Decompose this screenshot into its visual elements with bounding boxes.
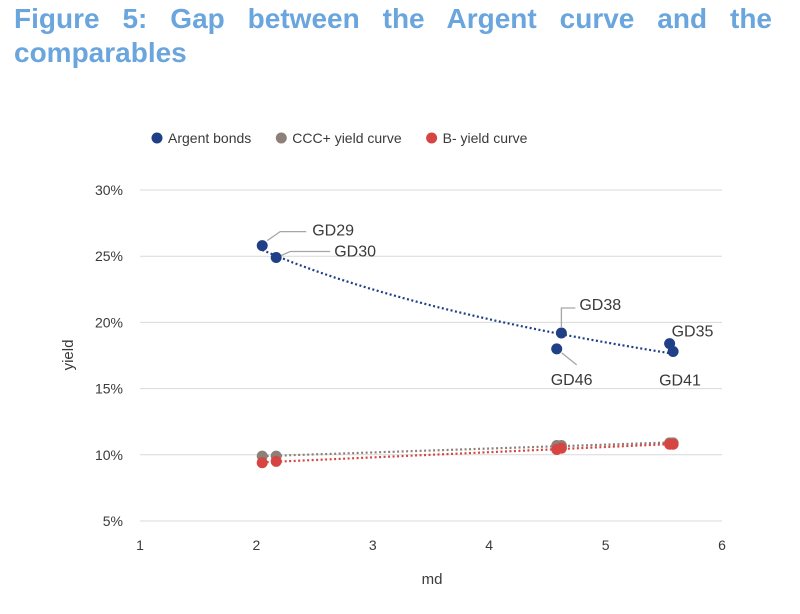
legend-marker-2 <box>426 132 438 144</box>
y-tick-label: 10% <box>95 447 123 463</box>
data-point-gd30 <box>270 252 282 264</box>
x-tick-label: 6 <box>718 537 726 553</box>
axis-ticks: 5% 10% 15% 20% 25% 30% 1 2 3 4 5 6 <box>95 182 726 553</box>
y-tick-label: 5% <box>103 513 123 529</box>
grid-lines <box>140 189 722 522</box>
legend-label-1: CCC+ yield curve <box>292 130 402 146</box>
point-label-gd38: GD38 <box>579 297 621 314</box>
point-label-gd35: GD35 <box>672 324 714 341</box>
legend-marker-0 <box>151 132 163 144</box>
leader-line-gd38 <box>560 307 576 327</box>
legend: Argent bonds CCC+ yield curve B- yield cur… <box>151 130 528 146</box>
point-labels: GD29 GD30 GD38 GD46 GD35 GD41 <box>312 223 713 390</box>
trendline-series-1 <box>262 441 674 458</box>
legend-label-2: B- yield curve <box>443 130 528 146</box>
figure-title: Figure 5: Gap between the Argent curve a… <box>14 3 772 68</box>
data-point-gd38 <box>555 327 567 339</box>
trendline-series-2 <box>262 442 674 464</box>
data-point-gd41 <box>667 346 679 358</box>
data-points <box>256 240 679 469</box>
x-tick-label: 1 <box>136 537 144 553</box>
data-point-series-2 <box>555 442 567 454</box>
trendlines <box>261 248 674 464</box>
data-point-gd46 <box>551 343 563 355</box>
x-axis-label: md <box>422 571 443 588</box>
legend-label-0: Argent bonds <box>168 130 251 146</box>
trendline-series-0 <box>261 248 674 355</box>
point-label-gd46: GD46 <box>551 372 593 389</box>
point-label-gd29: GD29 <box>312 223 354 240</box>
y-tick-label: 25% <box>95 248 123 264</box>
data-point-series-2 <box>256 457 268 469</box>
y-tick-label: 15% <box>95 381 123 397</box>
leader-line-gd30 <box>280 250 331 257</box>
x-tick-label: 3 <box>369 537 377 553</box>
x-tick-label: 2 <box>253 537 261 553</box>
x-tick-label: 5 <box>602 537 610 553</box>
data-point-series-2 <box>667 438 679 450</box>
point-label-gd30: GD30 <box>334 244 376 261</box>
y-tick-label: 20% <box>95 314 123 330</box>
y-tick-label: 30% <box>95 182 123 198</box>
y-axis-label: yield <box>60 340 77 371</box>
legend-marker-1 <box>275 132 287 144</box>
x-tick-label: 4 <box>485 537 493 553</box>
leader-line-gd29 <box>266 230 307 242</box>
label-leader-lines <box>266 230 578 366</box>
data-point-gd29 <box>256 240 268 252</box>
leader-line-gd46 <box>561 352 578 366</box>
point-label-gd41: GD41 <box>659 373 701 390</box>
data-point-series-2 <box>270 455 282 467</box>
